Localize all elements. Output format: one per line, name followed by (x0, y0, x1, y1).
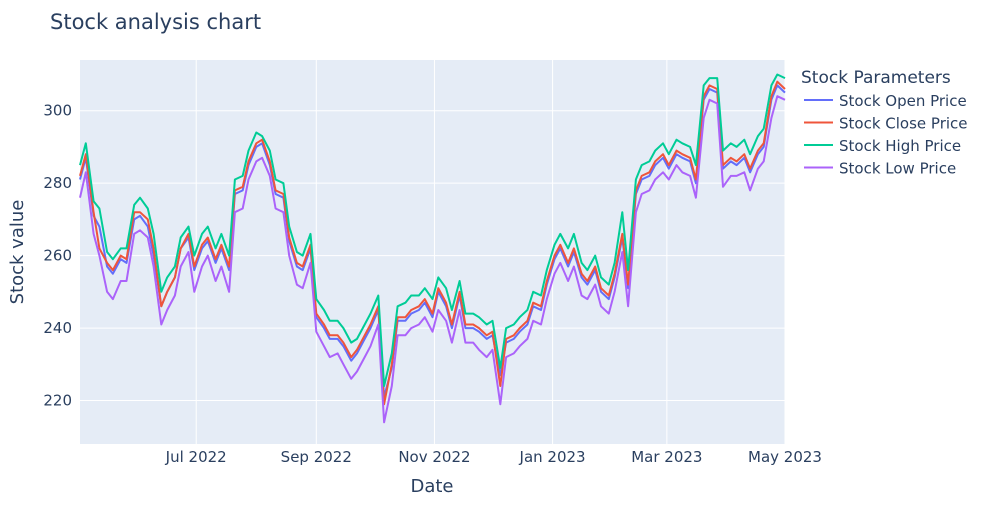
x-tick-label: Jul 2022 (165, 448, 227, 466)
x-axis-ticks: Jul 2022 Sep 2022 Nov 2022 Jan 2023 Mar 2023… (165, 448, 822, 466)
y-tick-label: 260 (43, 247, 72, 265)
x-tick-label: Nov 2022 (398, 448, 470, 466)
chart-title: Stock analysis chart (50, 10, 261, 34)
legend-item-label[interactable]: Stock Low Price (839, 160, 956, 178)
y-tick-label: 280 (43, 174, 72, 192)
legend-item-label[interactable]: Stock Open Price (839, 92, 967, 110)
y-tick-label: 300 (43, 102, 72, 120)
x-axis-title: Date (410, 476, 453, 497)
y-tick-label: 220 (43, 392, 72, 410)
series-lines (79, 73, 786, 424)
series-line-stock-close-price (79, 80, 786, 406)
y-axis-ticks: 220 240 260 280 300 (43, 102, 72, 410)
y-tick-label: 240 (43, 319, 72, 337)
y-axis-title: Stock value (7, 200, 28, 305)
x-tick-label: Jan 2023 (519, 448, 586, 466)
legend-item-label[interactable]: Stock High Price (839, 137, 961, 155)
series-line-stock-low-price (79, 95, 786, 424)
series-line-stock-high-price (79, 73, 786, 387)
x-tick-label: Mar 2023 (631, 448, 702, 466)
plot-area (80, 60, 785, 444)
x-tick-label: Sep 2022 (281, 448, 352, 466)
x-tick-label: May 2023 (748, 448, 822, 466)
legend-item-label[interactable]: Stock Close Price (839, 115, 968, 133)
legend-title: Stock Parameters (801, 68, 951, 88)
series-line-stock-open-price (79, 84, 786, 398)
legend: Stock Parameters Stock Open Price Stock C… (801, 68, 968, 178)
